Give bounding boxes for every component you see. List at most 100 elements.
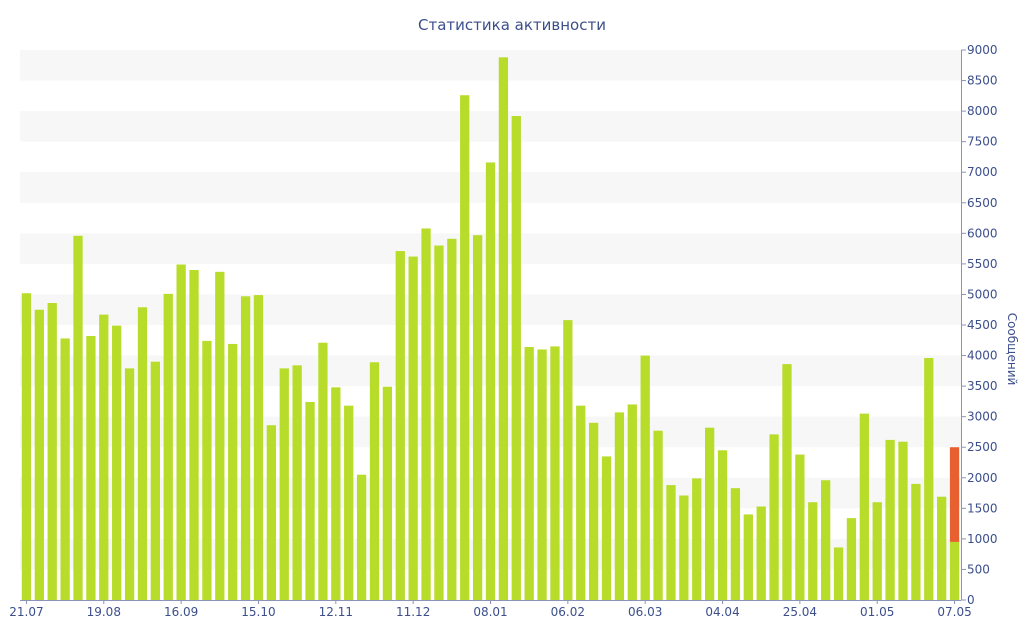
bar — [86, 336, 96, 600]
bar — [447, 238, 457, 601]
x-tick-label: 08.01 — [473, 605, 507, 619]
bar — [937, 496, 947, 600]
bar — [434, 245, 444, 601]
bar — [408, 256, 418, 600]
y-axis-title: Сообщений — [1005, 313, 1019, 386]
y-tick-label: 8500 — [967, 74, 998, 88]
bar — [21, 293, 32, 600]
bar — [588, 422, 599, 600]
bar — [189, 270, 199, 600]
bar — [112, 325, 122, 600]
bar — [717, 450, 728, 600]
bar — [872, 502, 882, 600]
bar — [821, 480, 831, 600]
bar — [859, 413, 869, 600]
bar — [485, 162, 496, 600]
bar — [885, 439, 895, 600]
bar — [666, 485, 676, 600]
y-tick-label: 500 — [967, 562, 990, 576]
bar — [924, 358, 934, 600]
y-tick-label: 1500 — [967, 501, 998, 515]
bar — [756, 506, 766, 600]
grid-band — [20, 111, 961, 142]
bar — [292, 365, 302, 600]
bar — [601, 456, 612, 600]
bar — [369, 362, 380, 600]
bar-highlight — [949, 447, 960, 542]
bar — [704, 427, 715, 600]
x-tick-label: 25.04 — [783, 605, 817, 619]
bar — [679, 495, 689, 600]
bar — [137, 307, 148, 600]
bar — [228, 343, 238, 600]
bar — [240, 296, 251, 600]
bars — [21, 57, 960, 601]
bar — [382, 386, 393, 600]
bar — [331, 387, 341, 600]
y-tick-label: 3500 — [967, 379, 998, 393]
bar — [730, 488, 741, 600]
x-tick-label: 01.05 — [860, 605, 894, 619]
bar — [215, 271, 225, 600]
y-tick-label: 4500 — [967, 318, 998, 332]
x-tick-label: 21.07 — [9, 605, 43, 619]
x-tick-label: 04.04 — [705, 605, 739, 619]
bar — [576, 405, 586, 600]
bar — [911, 483, 921, 600]
y-tick-label: 1000 — [967, 532, 998, 546]
bar — [460, 95, 470, 600]
bar — [511, 116, 521, 600]
y-tick-label: 0 — [967, 593, 975, 607]
bar — [614, 412, 625, 600]
bar — [769, 434, 779, 600]
bar — [253, 295, 264, 600]
bar — [472, 235, 483, 600]
x-axis: 21.07 19.08 16.09 15.10 12.11 11.12 08.01 06.02… — [9, 600, 972, 619]
bar — [34, 309, 44, 600]
bar — [124, 368, 135, 600]
x-tick-label: 15.10 — [241, 605, 275, 619]
x-tick-label: 07.05 — [937, 605, 971, 619]
x-tick-label: 12.11 — [319, 605, 353, 619]
bar — [150, 361, 160, 600]
bar — [782, 364, 792, 600]
bar — [266, 425, 277, 600]
bar — [279, 368, 289, 600]
x-tick-label: 11.12 — [396, 605, 430, 619]
x-tick-label: 16.09 — [164, 605, 198, 619]
y-tick-label: 8000 — [967, 104, 998, 118]
bar — [833, 547, 844, 600]
bar — [395, 251, 405, 601]
bar — [550, 346, 560, 600]
bar — [640, 355, 650, 600]
y-tick-label: 9000 — [967, 43, 998, 57]
x-tick-label: 06.02 — [551, 605, 585, 619]
bar — [163, 293, 173, 600]
bar — [537, 349, 547, 600]
bar — [653, 430, 663, 600]
bar — [627, 404, 637, 600]
bar — [524, 347, 534, 600]
bar — [498, 57, 509, 601]
y-tick-label: 2000 — [967, 471, 998, 485]
chart-title: Статистика активности — [418, 16, 606, 34]
bar — [421, 228, 431, 600]
bar — [692, 478, 702, 600]
grid-band — [20, 50, 961, 81]
bar — [318, 342, 328, 600]
bar — [795, 454, 805, 600]
y-tick-label: 6500 — [967, 196, 998, 210]
y-tick-label: 2500 — [967, 440, 998, 454]
bar — [47, 303, 57, 600]
y-tick-label: 3000 — [967, 410, 998, 424]
y-axis: 0 500 1000 1500 2000 2500 3000 3500 4000 4500 5000… — [961, 43, 998, 607]
y-tick-label: 4000 — [967, 349, 998, 363]
bar — [356, 474, 367, 600]
bar — [176, 264, 186, 600]
bar — [202, 340, 212, 600]
bar — [344, 405, 354, 600]
bar — [743, 514, 753, 600]
bar — [73, 235, 83, 600]
bar — [808, 502, 818, 600]
